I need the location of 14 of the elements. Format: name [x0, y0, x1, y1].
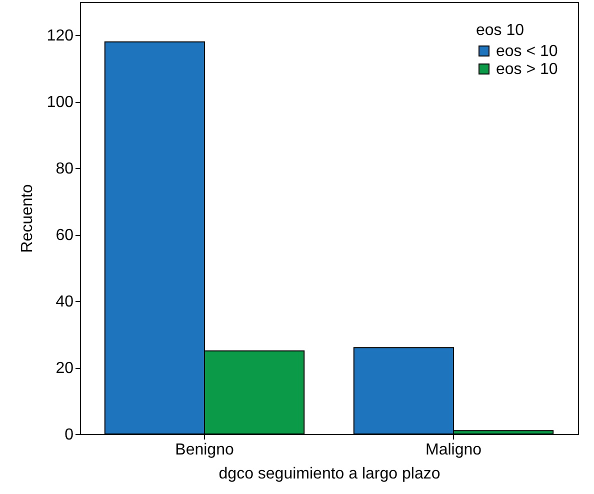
- y-tick-label: 60: [56, 227, 74, 244]
- y-axis-title: Recuento: [18, 184, 36, 253]
- y-tick-label: 120: [46, 28, 74, 45]
- legend-label: eos > 10: [496, 61, 558, 78]
- y-tick-label: 0: [64, 426, 74, 444]
- legend-title: eos 10: [476, 22, 524, 39]
- x-axis-title: dgco seguimiento a largo plazo: [218, 466, 440, 482]
- x-tick-label: Benigno: [175, 442, 234, 458]
- y-tick-label: 80: [56, 160, 74, 178]
- y-tick-label: 20: [56, 360, 74, 378]
- y-tick-label: 100: [46, 94, 74, 112]
- x-tick-label: Maligno: [425, 442, 482, 458]
- y-tick-label: 40: [56, 294, 74, 311]
- legend-label: eos < 10: [496, 43, 558, 60]
